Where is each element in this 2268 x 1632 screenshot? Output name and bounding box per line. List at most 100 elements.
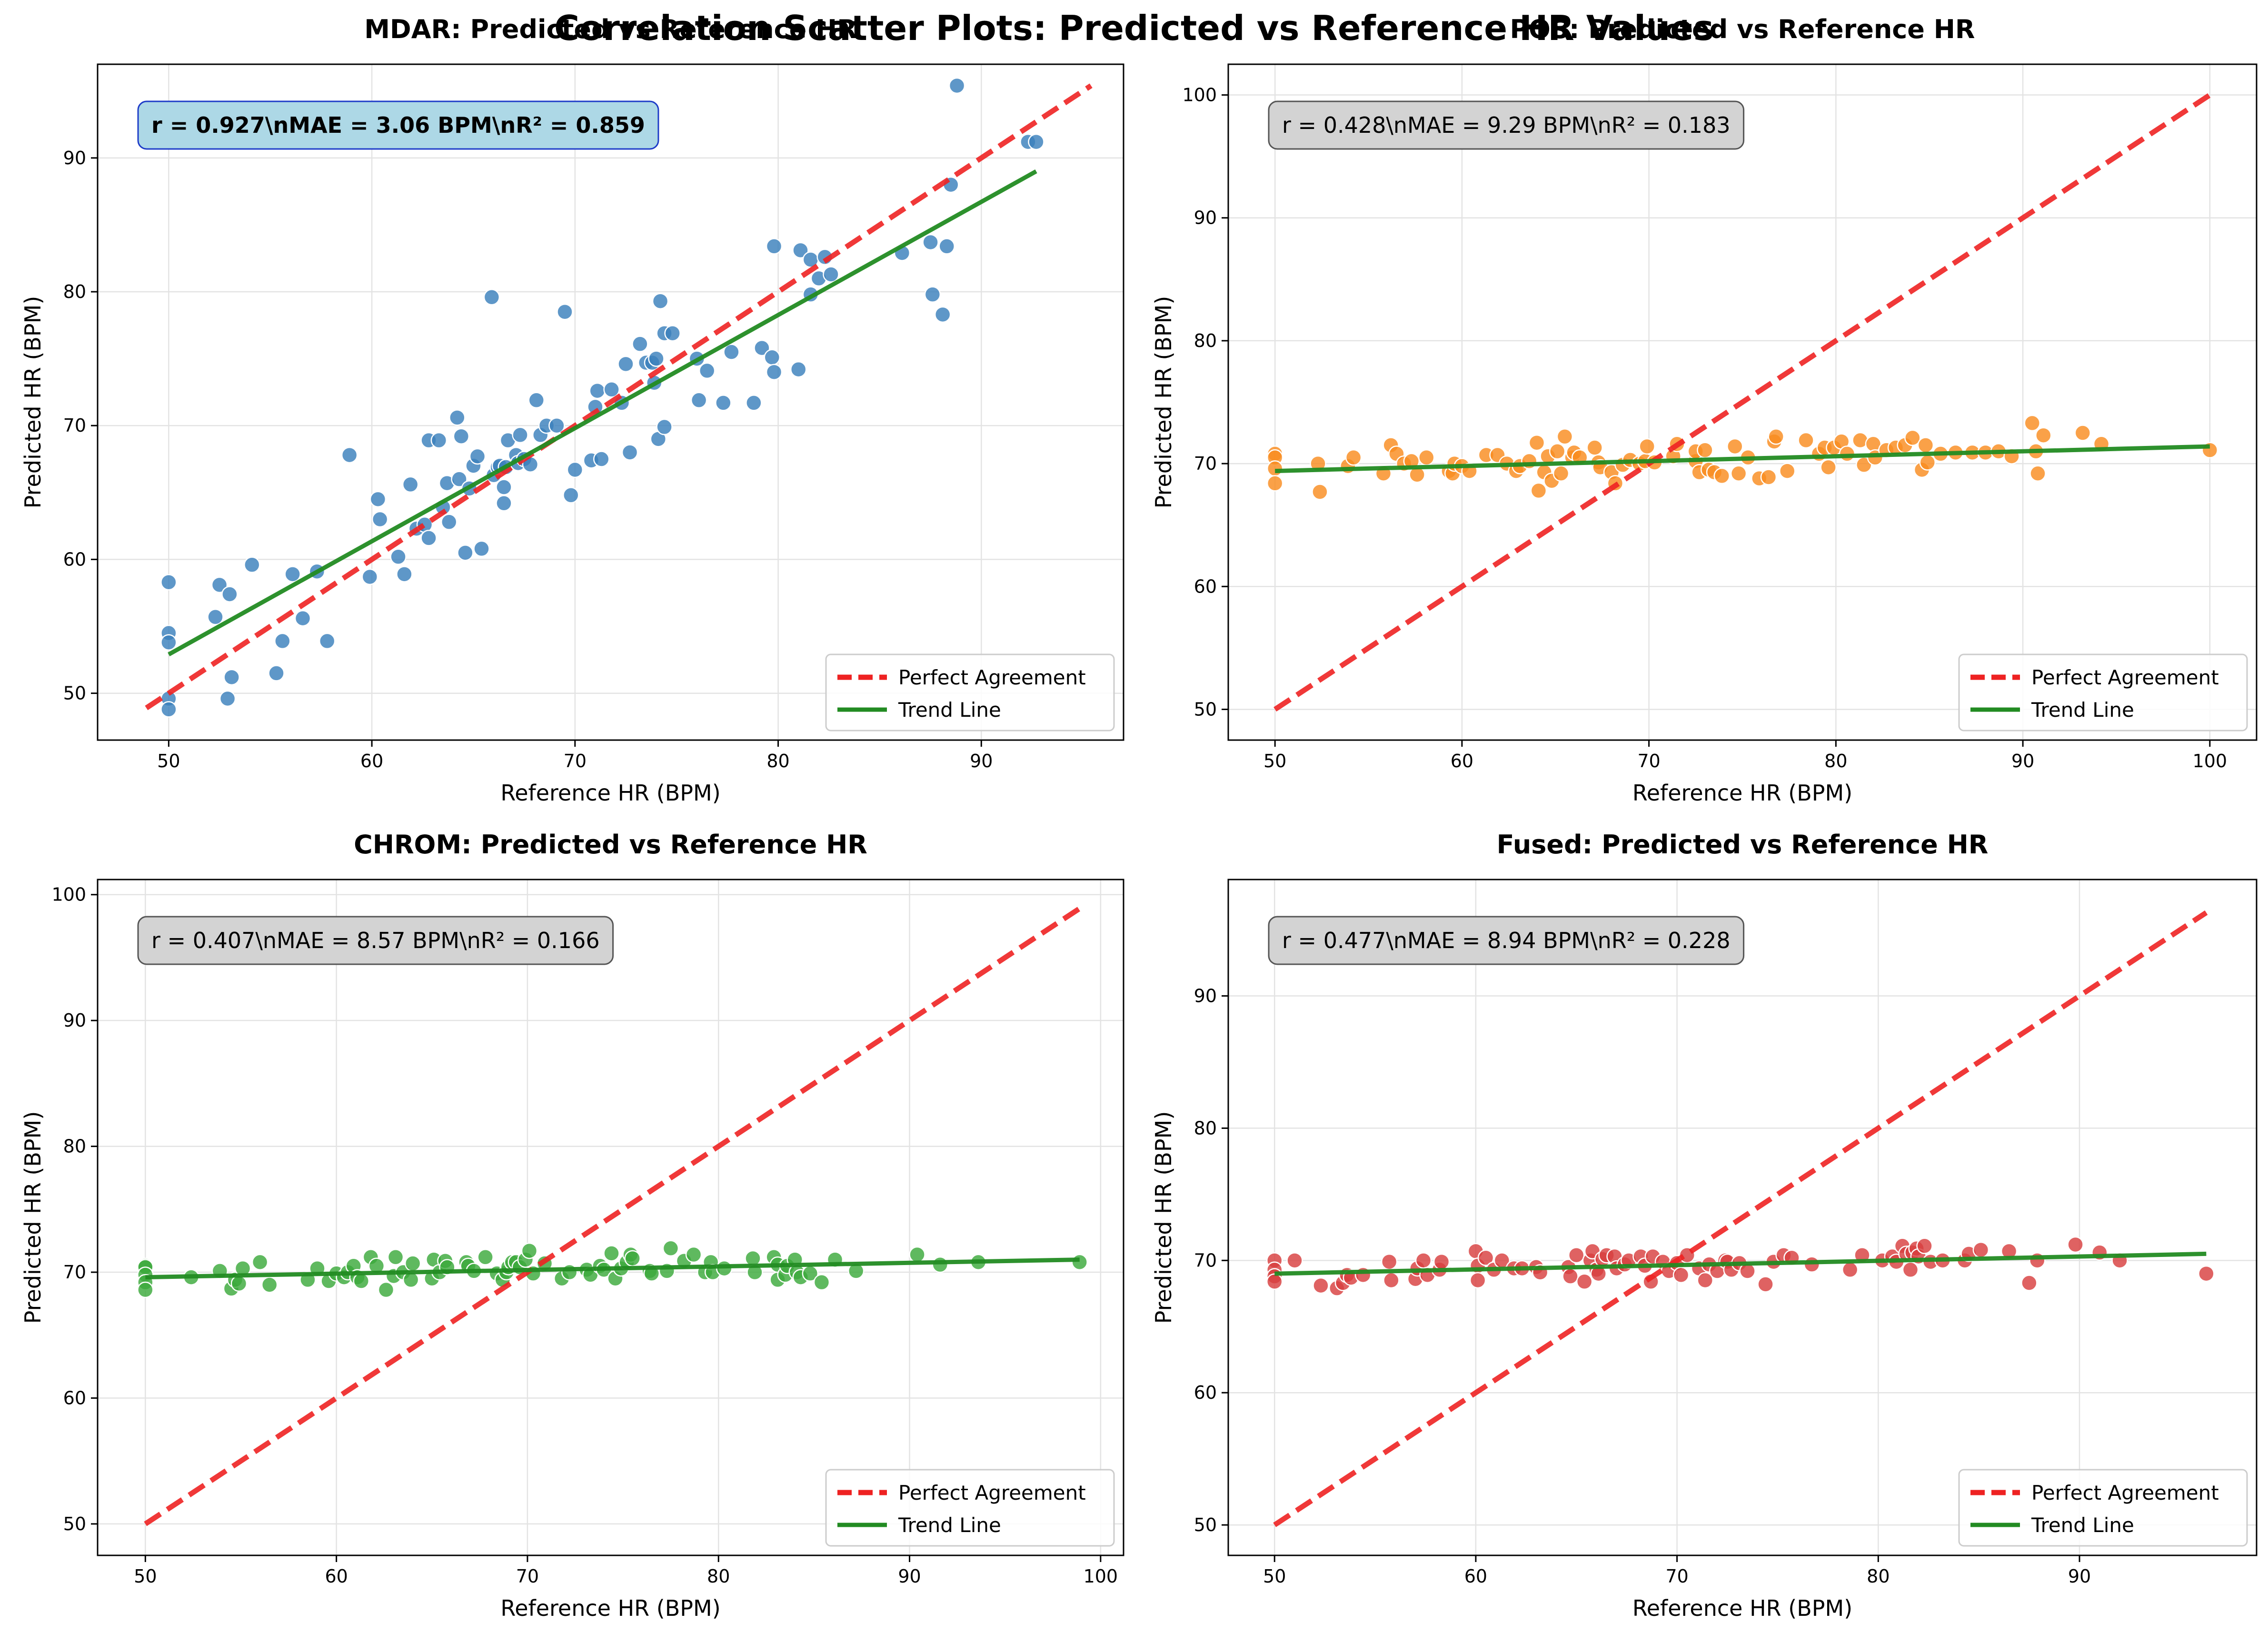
data-point [723, 344, 740, 360]
data-point [2029, 465, 2046, 482]
data-point [1916, 1237, 1933, 1254]
legend-trend-label: Trend Line [2031, 1513, 2134, 1537]
x-tick-label: 60 [1451, 751, 1473, 771]
data-point [690, 392, 707, 409]
y-tick-label: 50 [63, 683, 86, 704]
legend-perfect-label: Perfect Agreement [2031, 1481, 2219, 1504]
data-point [557, 303, 573, 320]
data-point [548, 417, 565, 434]
data-point [1576, 1273, 1593, 1290]
panel-title: MDAR: Predicted vs Reference HR [364, 14, 857, 44]
data-point [617, 356, 634, 373]
data-point [521, 1242, 538, 1259]
data-point [1919, 454, 1936, 471]
y-tick-label: 80 [63, 281, 86, 302]
data-point [369, 491, 387, 508]
y-tick-label: 70 [63, 415, 86, 436]
data-point [563, 487, 579, 504]
x-tick-label: 80 [1824, 751, 1847, 771]
data-point [1798, 432, 1814, 449]
data-point [496, 495, 512, 512]
y-axis-label: Predicted HR (BPM) [1151, 296, 1176, 509]
x-tick-label: 100 [1084, 1566, 1118, 1587]
legend-frame [825, 1469, 1115, 1547]
data-point [512, 426, 528, 444]
data-point [567, 461, 584, 478]
data-point [378, 1281, 395, 1298]
data-point [1528, 434, 1545, 451]
data-point [754, 339, 770, 356]
data-point [656, 418, 673, 435]
x-tick-label: 60 [360, 751, 383, 771]
legend-trend-label: Trend Line [2031, 698, 2134, 722]
data-point [1477, 1249, 1494, 1266]
perfect-agreement-line [1273, 910, 2208, 1527]
data-point [1469, 1272, 1486, 1289]
data-point [685, 1246, 702, 1263]
data-point [1639, 438, 1655, 455]
legend-perfect-label: Perfect Agreement [898, 666, 1086, 689]
y-axis-label: Predicted HR (BPM) [20, 296, 46, 509]
data-point [294, 610, 311, 627]
data-point [1433, 1253, 1450, 1270]
data-point [664, 325, 681, 342]
x-tick-label: 60 [325, 1566, 348, 1587]
x-axis-label: Reference HR (BPM) [1632, 780, 1852, 806]
chart-panel-4: 50 60 70 80 90 50 60 70 80 90 Reference HR (BPM) Pr… [1151, 830, 2258, 1621]
chart-panel-2: 50 60 70 80 90 100 50 60 70 80 90 100 Reference HR (… [1151, 14, 2258, 806]
trend-line [145, 1257, 1080, 1280]
y-tick-label: 50 [1194, 1514, 1217, 1535]
data-point [1904, 429, 1921, 446]
x-tick-label: 70 [1637, 751, 1660, 771]
x-tick-label: 50 [1263, 1566, 1286, 1587]
data-point [790, 361, 807, 378]
x-tick-label: 80 [766, 751, 789, 771]
data-point [1760, 469, 1777, 485]
data-point [632, 336, 648, 352]
data-point [1768, 428, 1784, 445]
stats-box: r = 0.428\nMAE = 9.29 BPM\nR² = 0.183 [1268, 100, 1745, 150]
data-point [396, 566, 413, 583]
data-point [1266, 475, 1283, 492]
data-point [813, 1274, 830, 1291]
x-tick-label: 90 [970, 751, 993, 771]
data-point [496, 479, 512, 495]
data-point [1917, 437, 1934, 454]
data-point [1028, 133, 1044, 150]
y-tick-label: 50 [1194, 699, 1217, 720]
data-point [211, 576, 228, 593]
data-point [1757, 1276, 1774, 1293]
panel-title: CHROM: Predicted vs Reference HR [354, 830, 867, 860]
x-tick-label: 70 [1665, 1566, 1688, 1587]
data-point [402, 476, 419, 493]
x-tick-label: 80 [707, 1566, 730, 1587]
data-point [160, 701, 177, 718]
axes-frame [97, 63, 1124, 741]
data-point [948, 77, 965, 94]
data-point [390, 548, 407, 565]
data-point [2021, 1275, 2038, 1291]
data-point [766, 238, 783, 255]
data-point [1415, 1252, 1432, 1269]
trend-line [1275, 444, 2210, 474]
data-point [1286, 1252, 1303, 1269]
data-point [746, 395, 762, 411]
y-axis-label: Predicted HR (BPM) [1151, 1111, 1176, 1324]
data-point [1972, 1241, 1989, 1258]
y-tick-label: 90 [63, 148, 86, 168]
axes-frame [1227, 879, 2258, 1556]
data-point [1586, 439, 1603, 456]
y-tick-label: 100 [1182, 85, 1217, 106]
stats-text: r = 0.428\nMAE = 9.29 BPM\nR² = 0.183 [1282, 112, 1731, 138]
data-point [284, 566, 301, 583]
legend-frame [1958, 653, 2248, 732]
data-point [1530, 482, 1547, 499]
data-point [1549, 443, 1566, 460]
data-point [1562, 1268, 1579, 1285]
legend: Perfect Agreement Trend Line [825, 653, 1115, 732]
y-tick-label: 90 [1194, 208, 1217, 228]
data-point [932, 1256, 948, 1273]
y-tick-label: 80 [1194, 1118, 1217, 1138]
data-point [2035, 427, 2052, 444]
